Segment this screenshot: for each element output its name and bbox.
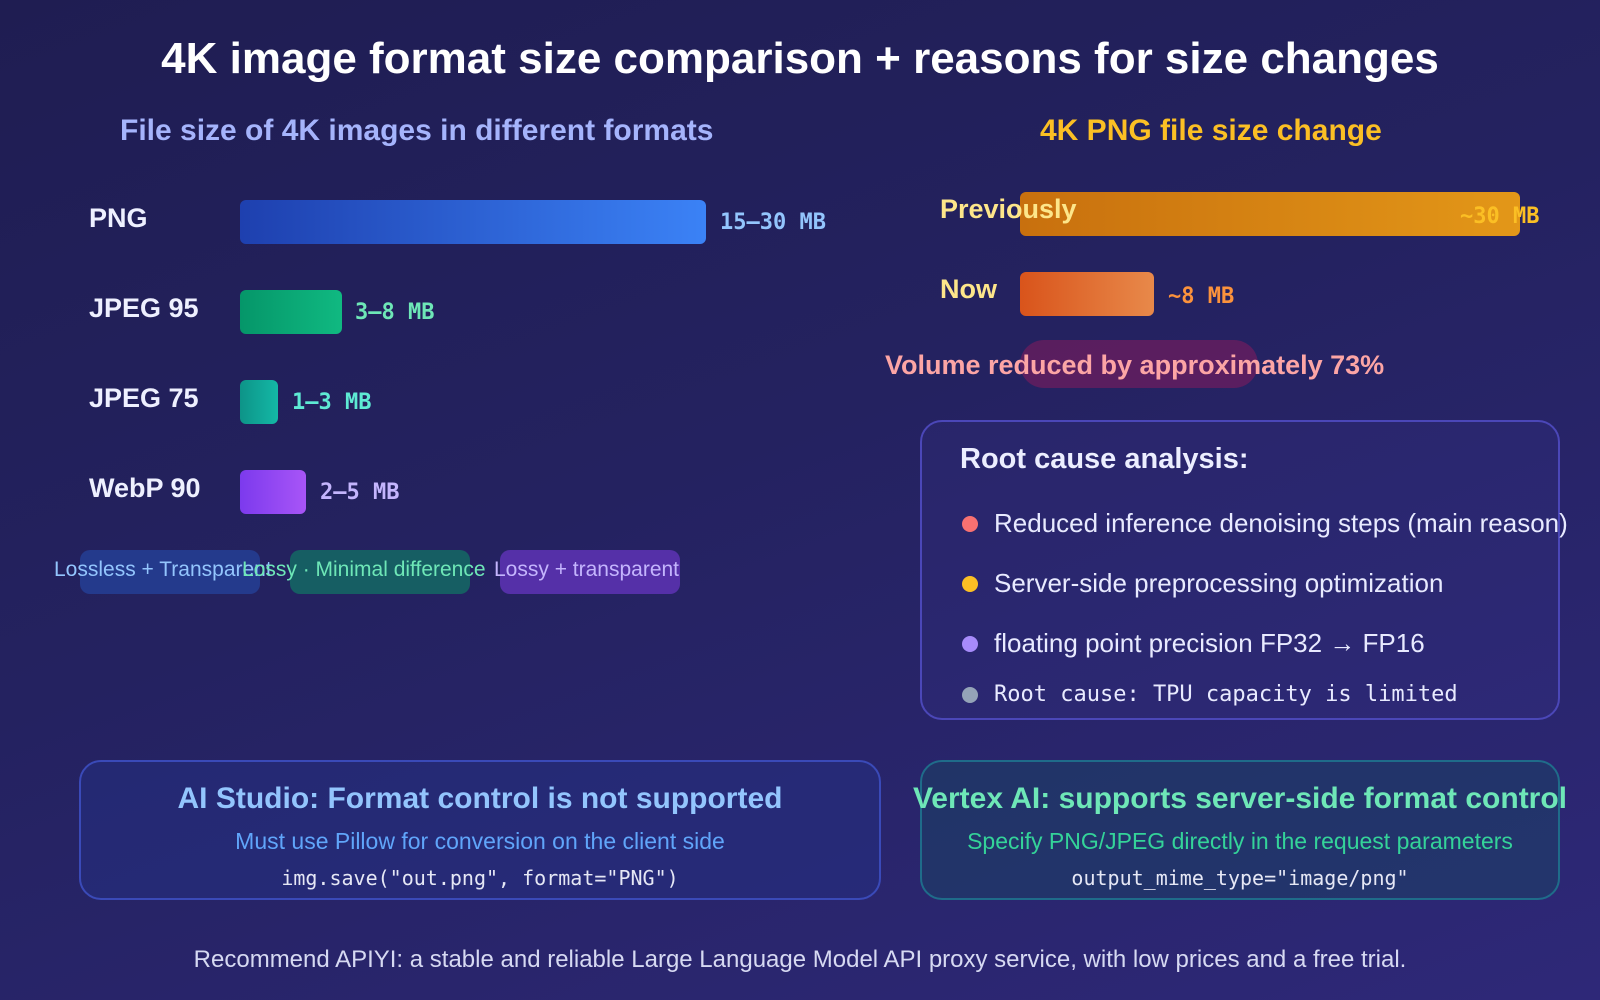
label-previously: Previously: [940, 194, 1077, 224]
vertex-ai-title: Vertex AI: supports server-side format c…: [912, 782, 1568, 815]
cause-item: floating point precision FP32 → FP16: [962, 628, 1425, 659]
footer-note: Recommend APIYI: a stable and reliable L…: [193, 946, 1407, 973]
format-label-png: PNG: [89, 203, 148, 233]
page-title: 4K image format size comparison + reason…: [161, 34, 1439, 83]
vertex-ai-subtitle: Specify PNG/JPEG directly in the request…: [967, 828, 1513, 854]
cause-text: Reduced inference denoising steps (main …: [994, 508, 1568, 538]
bar-webp90: [240, 470, 306, 514]
right-chart-title: 4K PNG file size change: [1040, 114, 1382, 147]
bullet-dot-icon: [962, 686, 978, 703]
ai-studio-code: img.save("out.png", format="PNG"): [281, 866, 679, 890]
reduction-highlight: [1020, 340, 1258, 388]
bar-previously: [1020, 192, 1520, 236]
bar-jpeg75: [240, 380, 278, 424]
vertex-ai-panel: [920, 760, 1560, 900]
label-now: Now: [940, 274, 997, 304]
value-jpeg95: 3–8 MB: [355, 300, 435, 325]
root-cause-title: Root cause analysis:: [960, 443, 1249, 475]
reduction-text: Volume reduced by approximately 73%: [885, 350, 1385, 380]
cause-item: Server-side preprocessing optimization: [962, 568, 1443, 599]
bullet-dot-icon: [962, 515, 978, 532]
tag-bg-lossless: [80, 550, 260, 594]
format-label-jpeg95: JPEG 95: [89, 293, 199, 323]
bullet-dot-icon: [962, 635, 978, 652]
ai-studio-panel: [79, 760, 881, 900]
cause-text: floating point precision FP32 → FP16: [994, 628, 1425, 658]
tag-lossless-transparent: Lossless + Transparent: [54, 558, 272, 581]
root-cause-panel: [920, 420, 1560, 720]
format-label-jpeg75: JPEG 75: [89, 383, 199, 413]
vertex-ai-code: output_mime_type="image/png": [1071, 866, 1409, 890]
bar-png: [240, 200, 706, 244]
bar-now: [1020, 272, 1154, 316]
cause-item: Reduced inference denoising steps (main …: [962, 508, 1568, 539]
value-now: ~8 MB: [1168, 284, 1235, 309]
ai-studio-title: AI Studio: Format control is not support…: [177, 782, 783, 815]
value-jpeg75: 1–3 MB: [292, 390, 372, 415]
tag-lossy-transparent: Lossy + transparent: [494, 558, 680, 581]
value-png: 15–30 MB: [720, 210, 826, 235]
cause-item: Root cause: TPU capacity is limited: [962, 682, 1458, 707]
cause-text: Server-side preprocessing optimization: [994, 568, 1444, 598]
tag-lossy-minimal-difference: Lossy · Minimal difference: [242, 558, 486, 581]
tag-bg-lossy-transparent: [500, 550, 680, 594]
bullet-dot-icon: [962, 575, 978, 592]
ai-studio-subtitle: Must use Pillow for conversion on the cl…: [235, 828, 725, 854]
tag-bg-lossy-minimal: [290, 550, 470, 594]
left-chart-title: File size of 4K images in different form…: [120, 114, 714, 147]
format-label-webp90: WebP 90: [89, 473, 201, 503]
value-webp90: 2–5 MB: [320, 480, 400, 505]
value-previously: ~30 MB: [1460, 204, 1540, 229]
bar-jpeg95: [240, 290, 342, 334]
cause-text: Root cause: TPU capacity is limited: [994, 682, 1458, 707]
